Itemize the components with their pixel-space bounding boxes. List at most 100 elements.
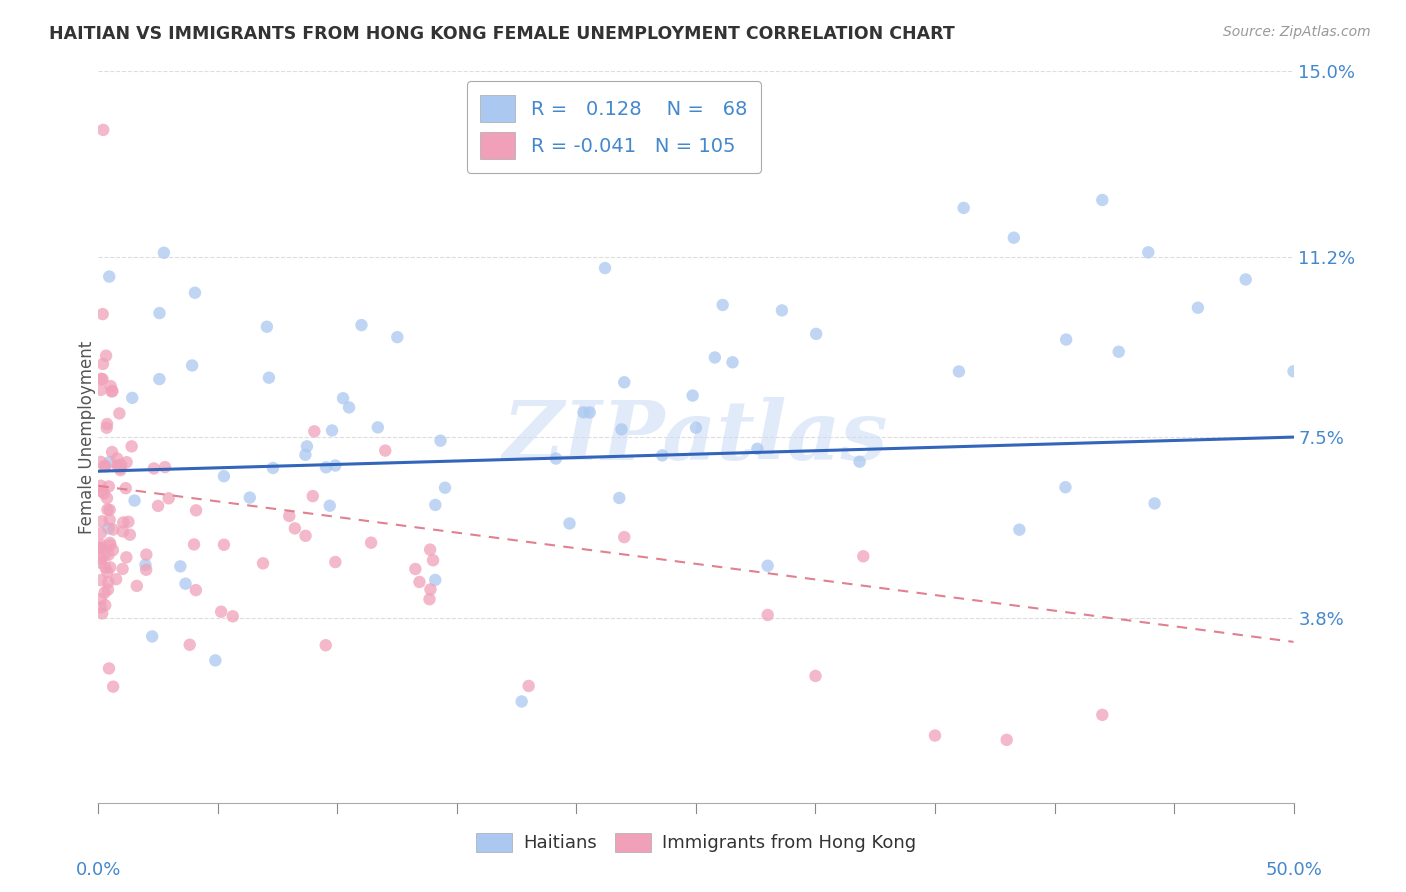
Immigrants from Hong Kong	[112, 516, 135, 530]
Immigrants from Hong Kong	[96, 417, 118, 431]
Immigrants from Hong Kong	[419, 582, 441, 597]
Immigrants from Hong Kong	[90, 541, 112, 555]
Immigrants from Hong Kong	[93, 549, 115, 563]
Immigrants from Hong Kong	[90, 600, 112, 615]
Haitians	[295, 439, 318, 453]
Immigrants from Hong Kong	[91, 372, 114, 386]
Haitians	[593, 261, 616, 276]
Immigrants from Hong Kong	[107, 458, 129, 473]
Immigrants from Hong Kong	[110, 460, 132, 475]
Haitians	[1282, 364, 1305, 378]
Haitians	[711, 298, 734, 312]
Haitians	[429, 434, 451, 448]
Immigrants from Hong Kong	[100, 538, 122, 552]
Immigrants from Hong Kong	[153, 460, 176, 475]
Immigrants from Hong Kong	[94, 560, 117, 574]
Haitians	[212, 469, 235, 483]
Immigrants from Hong Kong	[804, 669, 827, 683]
Haitians	[952, 201, 974, 215]
Immigrants from Hong Kong	[97, 548, 120, 562]
Haitians	[134, 558, 156, 572]
Haitians	[544, 451, 567, 466]
Legend: Haitians, Immigrants from Hong Kong: Haitians, Immigrants from Hong Kong	[468, 826, 924, 860]
Immigrants from Hong Kong	[101, 680, 124, 694]
Haitians	[425, 573, 447, 587]
Immigrants from Hong Kong	[360, 535, 382, 549]
Immigrants from Hong Kong	[90, 372, 112, 386]
Haitians	[613, 376, 636, 390]
Haitians	[98, 269, 121, 284]
Immigrants from Hong Kong	[1091, 707, 1114, 722]
Immigrants from Hong Kong	[101, 543, 124, 558]
Haitians	[350, 318, 373, 332]
Haitians	[239, 491, 262, 505]
Haitians	[294, 448, 316, 462]
Immigrants from Hong Kong	[97, 575, 120, 590]
Haitians	[332, 391, 354, 405]
Immigrants from Hong Kong	[107, 458, 129, 473]
Haitians	[770, 303, 793, 318]
Immigrants from Hong Kong	[90, 479, 112, 493]
Haitians	[1187, 301, 1209, 315]
Immigrants from Hong Kong	[101, 384, 124, 398]
Immigrants from Hong Kong	[183, 537, 205, 551]
Haitians	[747, 442, 769, 456]
Immigrants from Hong Kong	[90, 538, 112, 552]
Haitians	[181, 359, 204, 373]
Haitians	[387, 330, 409, 344]
Immigrants from Hong Kong	[110, 458, 132, 472]
Haitians	[148, 306, 170, 320]
Immigrants from Hong Kong	[404, 562, 426, 576]
Immigrants from Hong Kong	[90, 592, 112, 607]
Haitians	[204, 653, 226, 667]
Immigrants from Hong Kong	[94, 458, 117, 473]
Immigrants from Hong Kong	[98, 513, 121, 527]
Immigrants from Hong Kong	[212, 538, 235, 552]
Immigrants from Hong Kong	[419, 542, 441, 557]
Haitians	[1091, 193, 1114, 207]
Immigrants from Hong Kong	[98, 536, 121, 550]
Immigrants from Hong Kong	[157, 491, 180, 506]
Haitians	[315, 460, 337, 475]
Immigrants from Hong Kong	[90, 573, 112, 587]
Immigrants from Hong Kong	[114, 481, 136, 495]
Immigrants from Hong Kong	[422, 553, 444, 567]
Haitians	[121, 391, 143, 405]
Immigrants from Hong Kong	[96, 565, 118, 579]
Text: 50.0%: 50.0%	[1265, 862, 1322, 880]
Immigrants from Hong Kong	[301, 489, 323, 503]
Haitians	[572, 405, 595, 419]
Haitians	[756, 558, 779, 573]
Immigrants from Hong Kong	[90, 551, 112, 566]
Immigrants from Hong Kong	[93, 486, 115, 500]
Immigrants from Hong Kong	[105, 451, 128, 466]
Haitians	[319, 499, 342, 513]
Immigrants from Hong Kong	[294, 529, 316, 543]
Haitians	[434, 481, 457, 495]
Text: ZIPatlas: ZIPatlas	[503, 397, 889, 477]
Immigrants from Hong Kong	[111, 524, 134, 539]
Haitians	[685, 420, 707, 434]
Haitians	[97, 521, 120, 535]
Immigrants from Hong Kong	[184, 503, 207, 517]
Immigrants from Hong Kong	[121, 439, 143, 453]
Immigrants from Hong Kong	[91, 307, 114, 321]
Immigrants from Hong Kong	[304, 425, 326, 439]
Haitians	[256, 319, 278, 334]
Immigrants from Hong Kong	[98, 503, 121, 517]
Haitians	[848, 455, 870, 469]
Haitians	[578, 405, 600, 419]
Immigrants from Hong Kong	[278, 508, 301, 523]
Haitians	[184, 285, 207, 300]
Immigrants from Hong Kong	[100, 379, 122, 393]
Immigrants from Hong Kong	[101, 445, 124, 459]
Haitians	[425, 498, 447, 512]
Haitians	[1002, 230, 1025, 244]
Immigrants from Hong Kong	[222, 609, 245, 624]
Haitians	[98, 455, 121, 469]
Haitians	[153, 245, 176, 260]
Immigrants from Hong Kong	[284, 521, 307, 535]
Immigrants from Hong Kong	[209, 605, 232, 619]
Immigrants from Hong Kong	[90, 383, 112, 397]
Immigrants from Hong Kong	[613, 530, 636, 544]
